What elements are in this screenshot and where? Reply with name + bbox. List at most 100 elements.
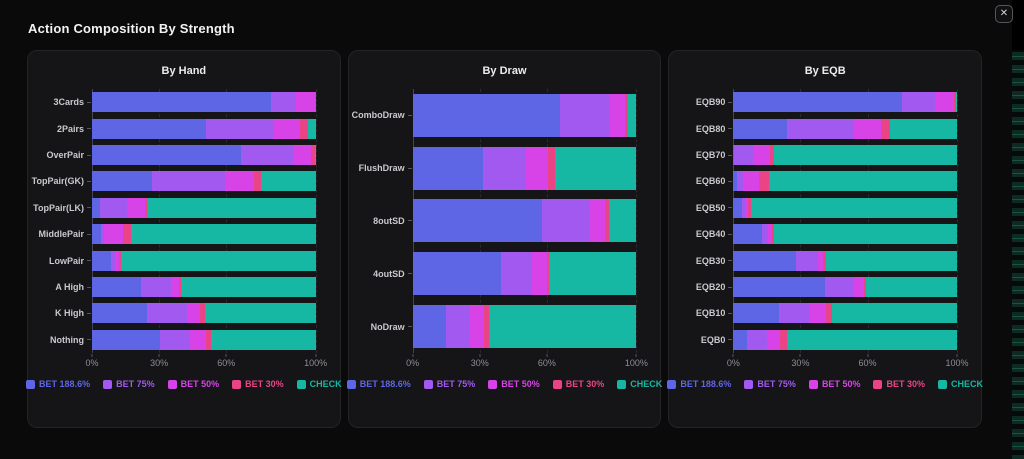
bar-segment[interactable] [179,277,182,298]
bar-segment[interactable] [412,305,447,349]
bar-segment[interactable] [733,329,747,350]
bar-segment[interactable] [826,303,832,324]
bar-segment[interactable] [206,118,274,139]
bar-track[interactable] [92,197,316,218]
bar-segment[interactable] [146,197,316,218]
bar-track[interactable] [92,277,316,298]
bar-segment[interactable] [92,92,271,113]
bar-track[interactable] [733,303,957,324]
legend-item[interactable]: BET 50% [488,379,540,389]
bar-segment[interactable] [240,145,294,166]
bar-segment[interactable] [293,145,312,166]
bar-segment[interactable] [92,329,161,350]
bar-segment[interactable] [733,145,735,166]
bar-track[interactable] [733,250,957,271]
bar-segment[interactable] [446,305,470,349]
bar-segment[interactable] [769,171,957,192]
bar-segment[interactable] [254,171,261,192]
legend-item[interactable]: CHECK [296,379,342,389]
bar-segment[interactable] [99,197,127,218]
bar-track[interactable] [733,277,957,298]
bar-segment[interactable] [767,224,773,245]
bar-segment[interactable] [412,199,543,243]
bar-segment[interactable] [92,303,147,324]
bar-segment[interactable] [123,224,132,245]
bar-segment[interactable] [772,224,774,245]
bar-segment[interactable] [146,303,188,324]
bar-segment[interactable] [210,329,316,350]
bar-track[interactable] [733,92,957,113]
bar-segment[interactable] [780,329,787,350]
bar-segment[interactable] [751,197,957,218]
bar-track[interactable] [412,252,637,296]
bar-segment[interactable] [92,277,142,298]
legend-item[interactable]: BET 30% [873,379,925,389]
bar-segment[interactable] [831,303,957,324]
bar-segment[interactable] [773,145,957,166]
bar-segment[interactable] [787,118,855,139]
bar-segment[interactable] [92,250,111,271]
bar-segment[interactable] [934,92,954,113]
bar-track[interactable] [412,199,637,243]
bar-segment[interactable] [92,171,153,192]
bar-segment[interactable] [902,92,935,113]
bar-segment[interactable] [295,92,315,113]
legend-item[interactable]: CHECK [617,379,662,389]
bar-segment[interactable] [483,146,526,190]
bar-segment[interactable] [786,329,957,350]
bar-segment[interactable] [746,329,767,350]
bar-segment[interactable] [880,118,890,139]
legend-item[interactable]: BET 75% [423,379,475,389]
bar-segment[interactable] [854,277,865,298]
bar-segment[interactable] [554,146,637,190]
bar-segment[interactable] [733,118,788,139]
bar-segment[interactable] [532,252,547,296]
legend-item[interactable]: BET 30% [552,379,604,389]
bar-segment[interactable] [488,305,637,349]
bar-segment[interactable] [311,145,315,166]
bar-segment[interactable] [745,197,748,218]
bar-segment[interactable] [92,224,101,245]
bar-segment[interactable] [955,92,957,113]
bar-segment[interactable] [206,329,211,350]
legend-item[interactable]: BET 75% [744,379,796,389]
bar-segment[interactable] [625,93,629,137]
bar-segment[interactable] [762,224,768,245]
bar-segment[interactable] [864,277,867,298]
bar-segment[interactable] [131,224,316,245]
close-button[interactable]: ✕ [995,5,1013,23]
bar-segment[interactable] [200,303,205,324]
bar-segment[interactable] [826,250,957,271]
bar-segment[interactable] [733,224,763,245]
bar-segment[interactable] [118,250,122,271]
bar-track[interactable] [92,171,316,192]
bar-segment[interactable] [825,277,855,298]
bar-segment[interactable] [307,118,316,139]
bar-segment[interactable] [152,171,226,192]
bar-segment[interactable] [736,171,744,192]
bar-segment[interactable] [773,224,957,245]
bar-segment[interactable] [121,250,316,271]
bar-track[interactable] [92,250,316,271]
bar-segment[interactable] [501,252,533,296]
legend-item[interactable]: BET 188.6% [667,379,731,389]
legend-item[interactable]: BET 50% [808,379,860,389]
bar-segment[interactable] [469,305,485,349]
legend-item[interactable]: BET 75% [103,379,155,389]
bar-segment[interactable] [299,118,308,139]
bar-segment[interactable] [187,303,201,324]
bar-segment[interactable] [733,250,796,271]
bar-track[interactable] [733,329,957,350]
bar-segment[interactable] [753,145,771,166]
bar-segment[interactable] [889,118,957,139]
bar-segment[interactable] [115,250,119,271]
bar-segment[interactable] [314,145,316,166]
bar-segment[interactable] [854,118,881,139]
bar-segment[interactable] [547,146,555,190]
bar-track[interactable] [92,92,316,113]
bar-segment[interactable] [953,92,956,113]
bar-segment[interactable] [100,224,105,245]
bar-track[interactable] [733,118,957,139]
bar-segment[interactable] [734,145,754,166]
bar-segment[interactable] [747,197,752,218]
